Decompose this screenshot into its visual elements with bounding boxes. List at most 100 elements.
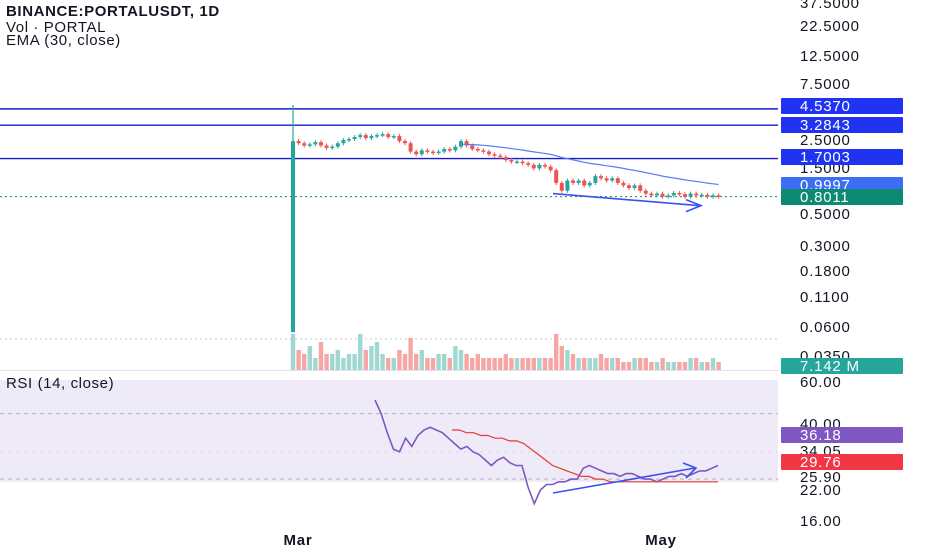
volume-bar bbox=[453, 346, 458, 370]
candle-body bbox=[414, 151, 419, 155]
candle-body bbox=[470, 145, 475, 150]
ema-legend: EMA (30, close) bbox=[6, 32, 121, 49]
volume-bar bbox=[716, 362, 721, 370]
volume-bar bbox=[526, 358, 531, 370]
candle-body bbox=[705, 194, 710, 197]
volume-bar bbox=[481, 358, 486, 370]
volume-bar bbox=[492, 358, 497, 370]
volume-bar bbox=[531, 358, 536, 370]
rsi-trend-arrow-line bbox=[552, 467, 696, 494]
volume-bar bbox=[335, 350, 340, 370]
price-axis-tick: 0.5000 bbox=[800, 206, 851, 223]
volume-bar bbox=[402, 354, 408, 370]
symbol-title: BINANCE:PORTALUSDT, 1D bbox=[6, 3, 220, 20]
candle-body bbox=[464, 141, 469, 146]
volume-bar bbox=[710, 358, 716, 370]
candle-body bbox=[369, 136, 374, 139]
volume-bar bbox=[313, 358, 318, 370]
candle-body bbox=[391, 136, 396, 138]
candle-body bbox=[677, 193, 682, 195]
svg-text:7.142 M: 7.142 M bbox=[800, 358, 860, 375]
volume-bar bbox=[643, 358, 648, 370]
price-axis-tick: 0.3000 bbox=[800, 238, 851, 255]
candle-body bbox=[587, 182, 592, 186]
volume-bar bbox=[554, 334, 559, 370]
volume-bar bbox=[542, 358, 548, 370]
candle-body bbox=[313, 142, 318, 145]
candle-body bbox=[716, 195, 721, 197]
price-axis-tick: 7.5000 bbox=[800, 76, 851, 93]
candle-body bbox=[408, 143, 413, 152]
candle-body bbox=[341, 140, 346, 144]
rsi-legend: RSI (14, close) bbox=[6, 375, 115, 392]
trend-arrow-line bbox=[552, 192, 701, 207]
price-axis-tick: 22.5000 bbox=[800, 18, 860, 35]
volume-bar bbox=[486, 358, 492, 370]
svg-text:1.7003: 1.7003 bbox=[800, 149, 851, 166]
candle-body bbox=[660, 193, 665, 197]
candle-body bbox=[699, 194, 704, 197]
volume-bar bbox=[296, 350, 301, 370]
pane-divider bbox=[0, 370, 778, 371]
volume-bar bbox=[447, 358, 452, 370]
volume-bar bbox=[604, 358, 609, 370]
volume-bar bbox=[358, 334, 363, 370]
volume-bar bbox=[559, 346, 564, 370]
volume-bar bbox=[458, 350, 464, 370]
volume-bar bbox=[610, 358, 615, 370]
volume-bar bbox=[464, 354, 469, 370]
volume-bar bbox=[682, 362, 688, 370]
rsi-line bbox=[374, 399, 719, 506]
volume-bar bbox=[638, 358, 643, 370]
candle-body bbox=[352, 137, 357, 140]
candle-body bbox=[296, 141, 301, 144]
volume-bar bbox=[699, 362, 704, 370]
volume-bar bbox=[671, 362, 676, 370]
volume-bar bbox=[391, 358, 396, 370]
volume-bar bbox=[442, 354, 447, 370]
candle-body bbox=[599, 176, 603, 179]
candle-body bbox=[509, 160, 514, 162]
candle-body bbox=[526, 163, 531, 165]
candle-body bbox=[503, 157, 508, 161]
candle-body bbox=[543, 164, 547, 167]
volume-bar bbox=[677, 362, 682, 370]
volume-bar bbox=[374, 342, 380, 370]
candle-body bbox=[442, 149, 447, 152]
volume-bar bbox=[688, 358, 693, 370]
price-axis-tick: 2.5000 bbox=[800, 132, 851, 149]
volume-bar bbox=[565, 350, 570, 370]
rsi-axis-tick: 22.00 bbox=[800, 482, 842, 499]
volume-bar bbox=[386, 358, 391, 370]
volume-bar bbox=[380, 354, 385, 370]
price-axis-tick: 37.5000 bbox=[800, 0, 860, 12]
svg-text:3.2843: 3.2843 bbox=[800, 117, 851, 134]
volume-bar bbox=[369, 346, 374, 370]
rsi-ma-tag: 29.76 bbox=[781, 454, 903, 471]
candle-body bbox=[711, 195, 715, 197]
volume-bar bbox=[598, 354, 604, 370]
candle-body bbox=[335, 143, 340, 147]
candle-body bbox=[694, 193, 699, 196]
volume-bar bbox=[430, 358, 436, 370]
candle-body bbox=[666, 195, 671, 197]
volume-bar bbox=[324, 354, 329, 370]
candle-body bbox=[520, 161, 525, 164]
volume-bar bbox=[570, 354, 576, 370]
volume-bar bbox=[705, 362, 710, 370]
candle-body bbox=[632, 185, 637, 188]
candle-body bbox=[571, 180, 575, 183]
candle-body bbox=[324, 145, 329, 148]
volume-bar bbox=[615, 358, 620, 370]
volume-bar bbox=[346, 354, 352, 370]
svg-text:0.8011: 0.8011 bbox=[800, 189, 850, 206]
level-tag-1: 4.5370 bbox=[781, 98, 903, 115]
svg-text:36.18: 36.18 bbox=[800, 427, 842, 444]
rsi-ma-line bbox=[452, 429, 718, 483]
volume-bar bbox=[509, 358, 514, 370]
volume-bar bbox=[318, 342, 324, 370]
volume-bar bbox=[666, 362, 671, 370]
svg-text:29.76: 29.76 bbox=[800, 454, 842, 471]
candle-body bbox=[649, 193, 654, 196]
